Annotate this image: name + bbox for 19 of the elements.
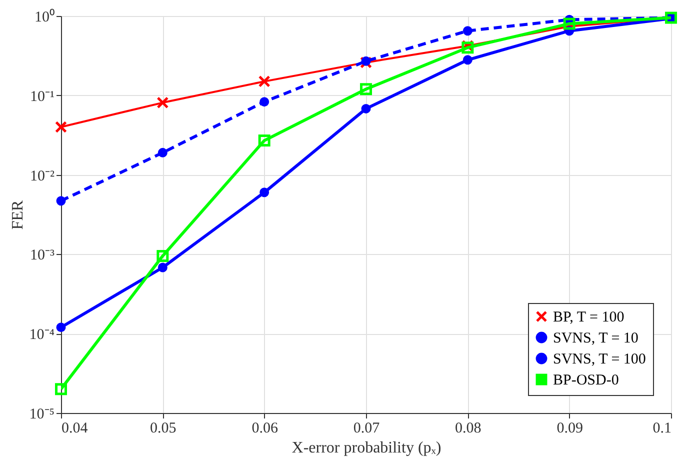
x-tick-label: 0.05: [150, 420, 176, 436]
y-tick-label: 10⁻²: [30, 168, 55, 184]
x-tick-label: 0.1: [652, 420, 672, 436]
y-tick-label: 10⁻⁵: [29, 406, 54, 422]
y-tick-label: 10⁻³: [30, 248, 55, 264]
x-tick-label: 0.04: [62, 420, 88, 436]
x-tick-label: 0.09: [556, 420, 583, 436]
legend-label: BP-OSD-0: [553, 372, 619, 388]
y-tick-label: 10⁰: [34, 8, 54, 26]
y-axis-title: FER: [9, 200, 26, 230]
legend-label: BP, T = 100: [553, 310, 624, 326]
x-axis-title: X-error probability (pₓ): [292, 440, 442, 456]
y-tick-label: 10⁻⁴: [29, 327, 54, 344]
x-tick-label: 0.06: [252, 420, 278, 436]
x-tick-label: 0.07: [353, 420, 380, 436]
legend-label: SVNS, T = 10: [553, 330, 638, 346]
y-tick-label: 10⁻¹: [30, 88, 54, 105]
x-tick-label: 0.08: [455, 420, 482, 436]
legend-label: SVNS, T = 100: [553, 352, 646, 368]
